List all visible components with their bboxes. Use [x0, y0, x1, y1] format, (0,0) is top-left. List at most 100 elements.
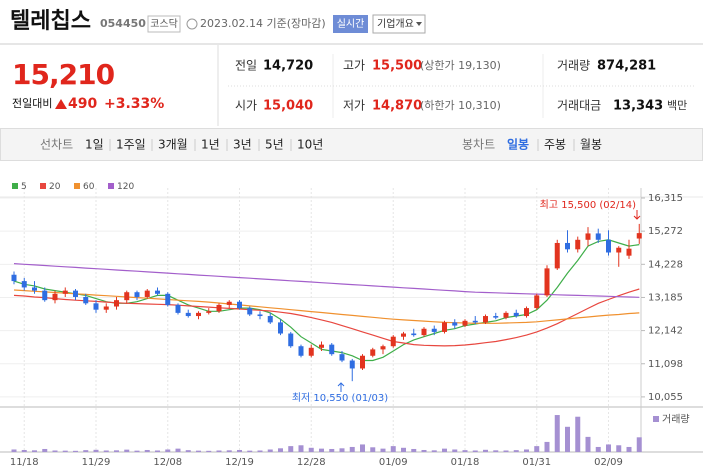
candle-body	[339, 354, 345, 361]
candle-body	[401, 333, 406, 337]
x-tick-label: 12/19	[225, 457, 254, 468]
candle-body	[175, 304, 181, 313]
volume-bar	[32, 450, 37, 452]
volume-bar	[329, 448, 335, 452]
candle-body	[442, 322, 447, 332]
x-tick-label: 01/31	[522, 457, 551, 468]
volume-bar	[503, 450, 509, 452]
candle-tab[interactable]: 일봉	[507, 138, 529, 152]
candle-body	[134, 292, 140, 297]
legend-swatch	[74, 183, 80, 189]
line-tab[interactable]: 1년	[201, 138, 220, 152]
volume-bar	[462, 450, 468, 452]
volume-bar	[124, 449, 130, 452]
line-tab[interactable]: 3개월	[158, 138, 188, 152]
volume-bar	[452, 449, 458, 452]
y-tick-label: 15,272	[648, 226, 683, 237]
volume-bar	[103, 450, 109, 452]
line-tab[interactable]: 3년	[233, 138, 252, 152]
y-tick-label: 11,098	[648, 359, 683, 370]
line-tab[interactable]: 1주일	[116, 138, 146, 152]
candle-body	[329, 344, 335, 355]
up-arrow	[55, 99, 67, 109]
volume-bar	[534, 446, 540, 452]
volume-bar	[298, 445, 304, 452]
volume-bar	[93, 449, 99, 452]
candle-body	[493, 316, 499, 318]
change-value: 490	[68, 96, 97, 112]
volume-bar	[278, 448, 283, 452]
quote-label: 거래대금	[557, 99, 601, 113]
candle-body	[452, 322, 458, 326]
ma-line	[13, 263, 640, 298]
volume-bar	[83, 450, 89, 452]
candle-tab[interactable]: 주봉	[544, 138, 566, 152]
volume-bar	[267, 449, 273, 452]
volume-bar	[616, 445, 622, 452]
ma-line	[13, 239, 640, 362]
volume-bar	[472, 450, 478, 452]
quote-unit: 백만	[667, 99, 687, 112]
x-tick-label: 01/09	[379, 457, 408, 468]
dropdown-icon	[416, 22, 422, 26]
candle-tab[interactable]: 월봉	[580, 138, 602, 152]
candle-body	[32, 287, 37, 291]
candle-body	[93, 303, 99, 310]
line-tab[interactable]: 10년	[297, 138, 323, 152]
volume-bar	[21, 449, 27, 452]
legend-label: 120	[117, 182, 134, 192]
stock-name: 텔레칩스	[10, 9, 91, 34]
candle-body	[103, 306, 109, 310]
x-tick-label: 01/18	[451, 457, 480, 468]
volume-bar	[390, 446, 396, 452]
high-arrow	[633, 210, 641, 220]
volume-bar	[595, 446, 601, 452]
candle-body	[124, 292, 130, 301]
candle-body	[390, 336, 396, 347]
company-text[interactable]: 기업개요	[377, 17, 414, 30]
candle-body	[11, 274, 17, 282]
volume-bar	[575, 416, 581, 452]
ma-line	[13, 289, 640, 324]
company-button[interactable]	[372, 14, 426, 34]
date-text: 2023.02.14 기준(장마감)	[200, 17, 326, 30]
x-tick-label: 11/29	[82, 457, 111, 468]
volume-bar	[42, 448, 48, 452]
candle-body	[483, 316, 488, 323]
candle-body	[472, 320, 478, 323]
realtime-text[interactable]: 실시간	[337, 18, 365, 30]
candle-body	[165, 293, 171, 305]
line-tab[interactable]: 5년	[265, 138, 284, 152]
candle-body	[349, 360, 355, 369]
candle-body	[421, 328, 427, 336]
candle-body	[278, 322, 283, 334]
change-rate: +3.33%	[104, 96, 164, 112]
y-tick-label: 12,142	[648, 326, 683, 337]
candle-body	[575, 239, 581, 250]
candle-body	[257, 314, 263, 317]
candle-body	[196, 312, 201, 317]
volume-bar	[524, 449, 529, 452]
volume-swatch	[653, 416, 659, 422]
current-price: 15,210	[12, 58, 115, 91]
legend-swatch	[108, 183, 114, 189]
tab-group-label: 선차트	[40, 138, 73, 152]
candle-body	[554, 242, 560, 269]
line-tab[interactable]: 1일	[85, 138, 104, 152]
volume-bar	[62, 450, 68, 452]
candle-body	[513, 312, 519, 317]
volume-bar	[247, 450, 253, 452]
candle-body	[21, 281, 27, 288]
y-tick-label: 16,315	[648, 193, 683, 204]
candle-body	[52, 293, 58, 301]
x-tick-label: 11/18	[10, 457, 39, 468]
realtime-button[interactable]	[333, 15, 368, 33]
candle-body	[144, 290, 150, 297]
volume-bar	[308, 447, 314, 452]
volume-bar	[606, 444, 611, 452]
x-tick-label: 02/09	[594, 457, 623, 468]
tab-bar	[0, 128, 703, 161]
candle-body	[206, 311, 212, 313]
legend-swatch	[12, 183, 18, 189]
